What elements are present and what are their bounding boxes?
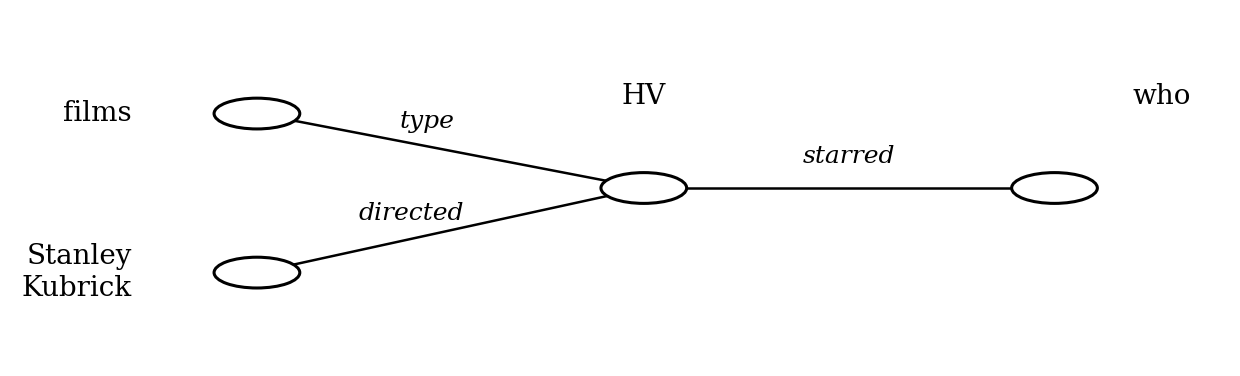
Text: directed: directed [358,202,465,225]
Text: who: who [1132,83,1190,110]
Ellipse shape [215,257,300,288]
Text: HV: HV [621,83,666,110]
Text: starred: starred [804,145,895,168]
Ellipse shape [601,173,687,203]
Ellipse shape [215,98,300,129]
Ellipse shape [1012,173,1097,203]
Text: films: films [63,100,131,127]
Text: type: type [399,110,455,133]
Text: Stanley
Kubrick: Stanley Kubrick [21,244,131,302]
